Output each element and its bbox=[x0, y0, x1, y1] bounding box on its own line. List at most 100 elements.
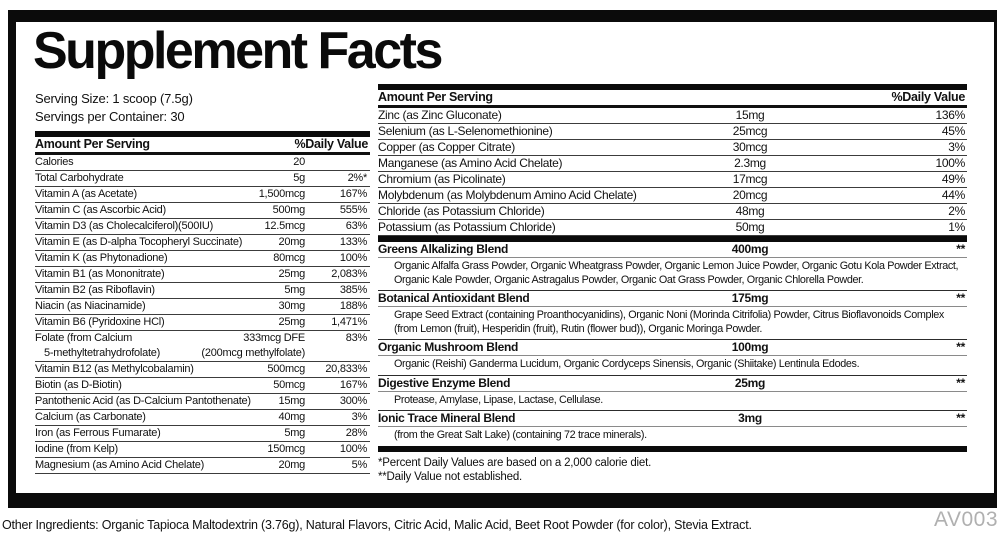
nutrient-dv: 3% bbox=[948, 140, 965, 154]
nutrient-name-line: Calcium (as Carbonate) bbox=[35, 411, 146, 423]
bottom-line: Other Ingredients: Organic Tapioca Malto… bbox=[2, 508, 998, 534]
table-row: Magnesium (as Amino Acid Chelate) 20mg 5% bbox=[35, 458, 370, 474]
other-ingredients: Other Ingredients: Organic Tapioca Malto… bbox=[2, 518, 752, 532]
nutrient-amount: 50mg bbox=[690, 220, 810, 235]
table-row: Vitamin K (as Phytonadione) 80mcg 100% bbox=[35, 251, 370, 267]
amount-line: 500mcg bbox=[267, 363, 305, 375]
amount-line: 5mg bbox=[284, 284, 305, 296]
table-row: Chromium (as Picolinate) 17mcg 49% bbox=[378, 172, 967, 188]
nutrient-name-line: Vitamin B12 (as Methylcobalamin) bbox=[35, 363, 194, 375]
blend-section: Greens Alkalizing Blend 400mg ** Organic Al… bbox=[378, 242, 967, 290]
nutrient-dv: 44% bbox=[941, 188, 965, 202]
table-row: Vitamin A (as Acetate) 1,500mcg 167% bbox=[35, 187, 370, 203]
nutrient-dv: 385% bbox=[339, 284, 367, 296]
nutrient-dv: 45% bbox=[941, 124, 965, 138]
blend-ingredients: Grape Seed Extract (containing Proanthoc… bbox=[394, 309, 944, 335]
nutrient-amount: 5mg bbox=[284, 283, 305, 298]
nutrient-dv: 136% bbox=[935, 108, 966, 122]
nutrient-amount: 30mcg bbox=[690, 140, 810, 155]
amount-line: 15mg bbox=[735, 108, 765, 122]
table-row: Potassium (as Potassium Chloride) 50mg 1% bbox=[378, 220, 967, 236]
blend-title-row: Digestive Enzyme Blend 25mg ** bbox=[378, 376, 967, 392]
left-facts-table: Calories 20 Total Carbohydrate 5g 2%* Vitamin… bbox=[35, 155, 370, 474]
divider-bar bbox=[378, 105, 967, 108]
nutrient-name-line2: 5-methyltetrahydrofolate) bbox=[44, 347, 161, 359]
nutrient-dv: 167% bbox=[339, 188, 367, 200]
blend-name: Organic Mushroom Blend bbox=[378, 340, 519, 354]
nutrient-name-line: Biotin (as D-Biotin) bbox=[35, 379, 122, 391]
blend-section: Ionic Trace Mineral Blend 3mg ** (from the … bbox=[378, 410, 967, 446]
nutrient-name: Vitamin D3 (as Cholecalciferol)(500IU) bbox=[35, 219, 370, 234]
nutrient-name: Manganese (as Amino Acid Chelate) bbox=[378, 156, 967, 171]
table-row: Molybdenum (as Molybdenum Amino Acid Che… bbox=[378, 188, 967, 204]
nutrient-dv: 1% bbox=[948, 220, 965, 234]
blend-amount: 3mg bbox=[738, 411, 762, 425]
nutrient-name-line: Chloride (as Potassium Chloride) bbox=[378, 204, 545, 218]
blend-dv: ** bbox=[956, 291, 965, 305]
product-code: AV003 bbox=[934, 508, 998, 531]
table-row: Iron (as Ferrous Fumarate) 5mg 28% bbox=[35, 426, 370, 442]
blend-section: Organic Mushroom Blend 100mg ** Organic (Re… bbox=[378, 339, 967, 375]
nutrient-amount: 12.5mcg bbox=[265, 219, 306, 234]
blend-amount: 25mg bbox=[734, 375, 766, 390]
right-facts-table: Zinc (as Zinc Gluconate) 15mg 136% Selenium… bbox=[378, 108, 967, 236]
table-row: Vitamin B12 (as Methylcobalamin) 500mcg 20… bbox=[35, 362, 370, 378]
nutrient-dv: 188% bbox=[339, 300, 367, 312]
table-row: Calcium (as Carbonate) 40mg 3% bbox=[35, 410, 370, 426]
nutrient-amount: 20mg bbox=[278, 458, 305, 473]
nutrient-name-line: Vitamin B1 (as Mononitrate) bbox=[35, 268, 165, 280]
table-row: Selenium (as L-Selenomethionine) 25mcg 45% bbox=[378, 124, 967, 140]
nutrient-dv: 100% bbox=[339, 252, 367, 264]
blend-dv: ** bbox=[956, 242, 965, 256]
divider-bar bbox=[378, 236, 967, 242]
footnotes: *Percent Daily Values are based on a 2,0… bbox=[378, 456, 967, 484]
amount-per-serving-header: Amount Per Serving bbox=[378, 90, 493, 104]
amount-line: 20mg bbox=[278, 459, 305, 471]
nutrient-name-line: Copper (as Copper Citrate) bbox=[378, 140, 515, 154]
table-row: Calories 20 bbox=[35, 155, 370, 171]
blend-title-row: Botanical Antioxidant Blend 175mg ** bbox=[378, 291, 967, 307]
nutrient-dv: 100% bbox=[339, 443, 367, 455]
nutrient-amount: 500mg bbox=[273, 203, 306, 218]
amount-line: 15mg bbox=[278, 395, 305, 407]
nutrient-name-line: Pantothenic Acid (as D-Calcium Pantothen… bbox=[35, 395, 251, 407]
blend-dv: ** bbox=[956, 411, 965, 425]
nutrient-amount: 48mg bbox=[690, 204, 810, 219]
table-row: Pantothenic Acid (as D-Calcium Pantothen… bbox=[35, 394, 370, 410]
nutrient-name: Copper (as Copper Citrate) bbox=[378, 140, 967, 155]
blend-amount: 175mg bbox=[731, 291, 769, 305]
nutrient-name: Vitamin C (as Ascorbic Acid) bbox=[35, 203, 370, 218]
table-row: Vitamin B6 (Pyridoxine HCl) 25mg 1,471% bbox=[35, 315, 370, 331]
nutrient-name: Potassium (as Potassium Chloride) bbox=[378, 220, 967, 235]
nutrient-dv: 20,833% bbox=[325, 363, 367, 375]
nutrient-amount: 40mg bbox=[278, 410, 305, 425]
amount-line: 25mg bbox=[278, 316, 305, 328]
nutrient-dv: 63% bbox=[345, 220, 368, 232]
table-row: Niacin (as Niacinamide) 30mg 188% bbox=[35, 299, 370, 315]
nutrient-amount: 15mg bbox=[690, 108, 810, 123]
nutrient-dv: 83% bbox=[345, 332, 368, 344]
left-column: Serving Size: 1 scoop (7.5g) Servings pe… bbox=[35, 90, 370, 474]
nutrient-name: Pantothenic Acid (as D-Calcium Pantothen… bbox=[35, 394, 370, 409]
nutrient-name-line: Niacin (as Niacinamide) bbox=[35, 300, 146, 312]
nutrient-name-line: Vitamin K (as Phytonadione) bbox=[35, 252, 168, 264]
nutrient-amount: 20mcg bbox=[690, 188, 810, 203]
amount-line: 25mcg bbox=[732, 124, 768, 138]
blend-amount: 400mg bbox=[731, 242, 769, 256]
amount-line: 2.3mg bbox=[734, 156, 766, 170]
amount-line: 25mg bbox=[278, 268, 305, 280]
nutrient-name-line: Magnesium (as Amino Acid Chelate) bbox=[35, 459, 205, 471]
amount-line2: (200mcg methylfolate) bbox=[201, 347, 305, 359]
nutrient-name: Biotin (as D-Biotin) bbox=[35, 378, 370, 393]
nutrient-name: Vitamin B2 (as Riboflavin) bbox=[35, 283, 370, 298]
blend-name: Botanical Antioxidant Blend bbox=[378, 291, 530, 305]
blend-section: Botanical Antioxidant Blend 175mg ** Grape … bbox=[378, 290, 967, 339]
blend-ingredients: (from the Great Salt Lake) (containing 7… bbox=[394, 429, 647, 441]
amount-line: 20 bbox=[293, 156, 305, 168]
right-column: Amount Per Serving %Daily Value Zinc (as… bbox=[378, 84, 967, 484]
nutrient-amount: 25mcg bbox=[690, 124, 810, 139]
nutrient-dv: 3% bbox=[351, 411, 368, 423]
nutrient-name: Chloride (as Potassium Chloride) bbox=[378, 204, 967, 219]
nutrient-dv: 555% bbox=[339, 204, 367, 216]
nutrient-name-line: Chromium (as Picolinate) bbox=[378, 172, 506, 186]
